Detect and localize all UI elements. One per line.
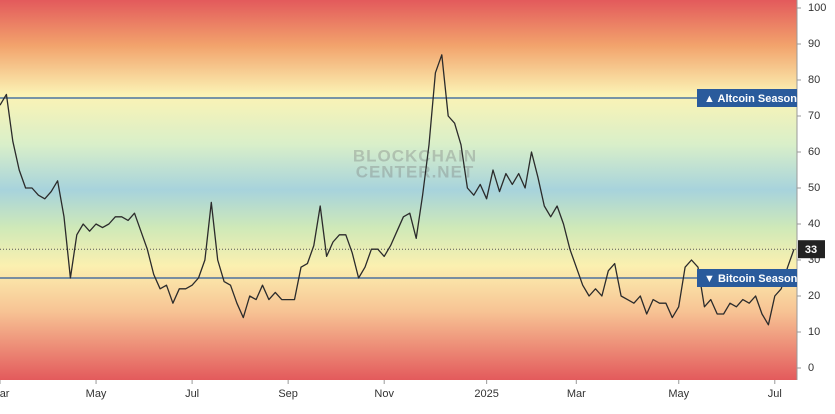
y-tick-label: 70 xyxy=(808,110,820,122)
x-tick-label: Mar xyxy=(0,388,10,400)
current-value-badge xyxy=(798,240,825,259)
threshold-tag xyxy=(697,269,797,287)
y-tick-label: 100 xyxy=(808,2,826,14)
plot-background xyxy=(0,0,797,380)
threshold-label: ▼ Bitcoin Season - 25 xyxy=(704,273,819,285)
series-line xyxy=(0,54,795,326)
y-tick-label: 60 xyxy=(808,146,820,158)
y-tick-label: 20 xyxy=(808,290,820,302)
x-tick-label: 2025 xyxy=(474,388,498,400)
watermark: BLOCKCHAIN xyxy=(353,146,477,165)
current-value-label: 33 xyxy=(805,244,817,256)
y-tick-label: 80 xyxy=(808,74,820,86)
x-tick-label: Jul xyxy=(185,388,199,400)
x-tick-label: May xyxy=(668,388,689,400)
x-tick-label: Nov xyxy=(374,388,394,400)
y-tick-label: 0 xyxy=(808,362,814,374)
y-tick-label: 90 xyxy=(808,38,820,50)
threshold-tag xyxy=(697,89,797,107)
watermark: CENTER.NET xyxy=(356,162,475,181)
y-tick-label: 40 xyxy=(808,218,820,230)
x-tick-label: Jul xyxy=(768,388,782,400)
x-tick-label: Sep xyxy=(278,388,298,400)
x-tick-label: May xyxy=(86,388,107,400)
y-tick-label: 10 xyxy=(808,326,820,338)
y-tick-label: 50 xyxy=(808,182,820,194)
x-tick-label: Mar xyxy=(567,388,586,400)
threshold-label: ▲ Altcoin Season - 75 xyxy=(704,93,819,105)
